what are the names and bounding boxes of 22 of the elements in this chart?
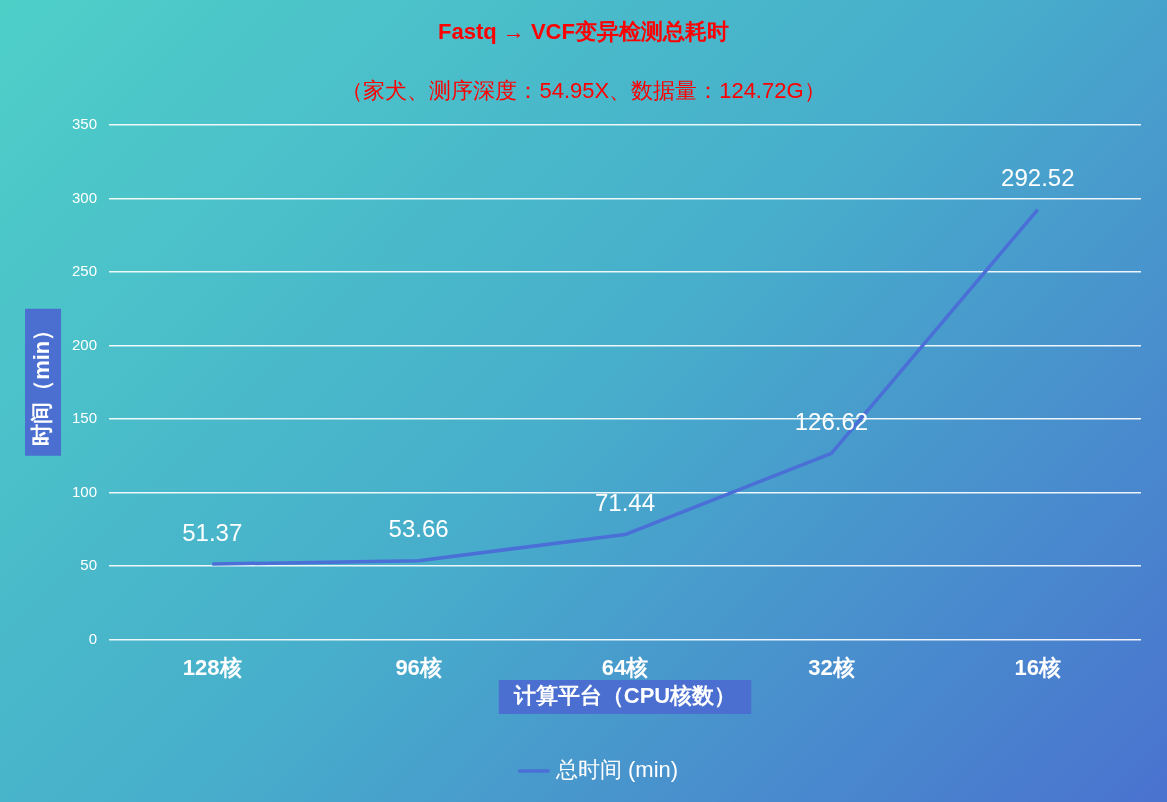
x-tick-label: 16核 — [1014, 654, 1062, 680]
data-label: 71.44 — [594, 489, 656, 517]
x-axis-title: 计算平台（CPU核数） — [512, 683, 737, 709]
chart-subtitle: （家犬、测序深度：54.95X、数据量：124.72G） — [341, 78, 826, 104]
y-tick-label: 300 — [72, 188, 98, 206]
y-tick-label: 350 — [72, 115, 98, 133]
y-tick-label: 0 — [88, 629, 98, 647]
y-tick-label: 150 — [72, 409, 98, 427]
x-tick-label: 96核 — [395, 654, 442, 680]
data-label: 51.37 — [182, 518, 243, 546]
y-tick-label: 50 — [80, 556, 98, 574]
data-label: 53.66 — [388, 515, 449, 543]
data-label: 292.52 — [1001, 164, 1075, 192]
y-tick-label: 250 — [72, 262, 98, 280]
x-tick-label: 32核 — [808, 654, 855, 680]
y-axis-title: 时间（min） — [29, 318, 55, 446]
y-tick-label: 200 — [72, 335, 98, 353]
x-tick-label: 128核 — [182, 654, 242, 680]
chart-title: Fastq → VCF变异检测总耗时 — [438, 19, 729, 45]
x-tick-label: 64核 — [601, 654, 649, 680]
legend-label: 总时间 (min) — [554, 757, 679, 783]
y-tick-label: 100 — [72, 482, 98, 500]
